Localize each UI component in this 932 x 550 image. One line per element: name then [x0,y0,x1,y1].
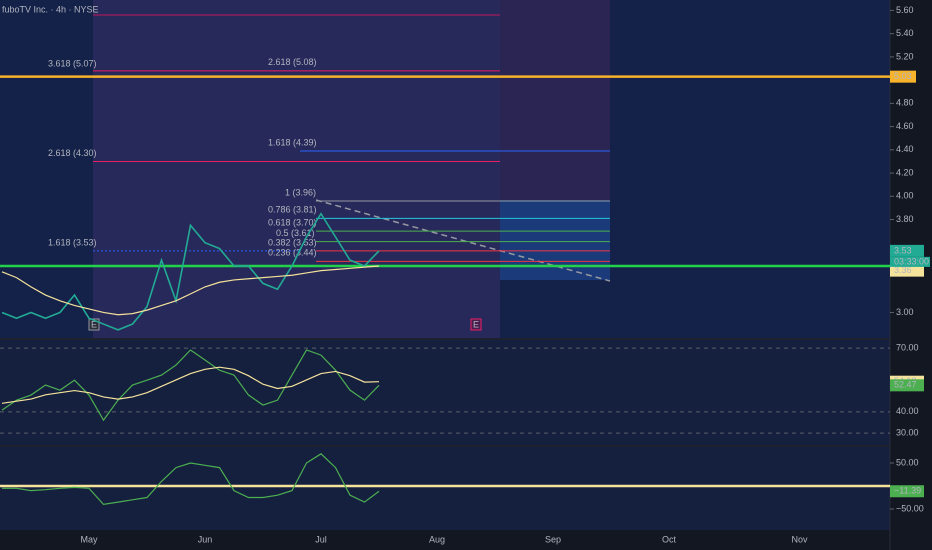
y-tick-label: 4.20 [896,167,914,177]
series-line [1,349,380,422]
projection-zone [500,0,610,200]
projection-zone [500,200,610,280]
countdown-label: 03:33:00 [894,256,929,266]
x-tick-label: Sep [545,534,561,544]
level-badge [890,70,916,83]
countdown-badge [890,256,930,267]
x-tick-label: Jun [198,534,213,544]
event-marker [88,318,100,331]
x-tick-label: Jul [315,534,327,544]
x-tick-label: Oct [662,534,677,544]
y-tick-label: 4.80 [896,98,914,108]
price-badge [890,485,924,498]
y-tick-label: 40.00 [896,406,919,416]
fib-label: 1.618 (4.39) [268,137,317,147]
fib-label: 0.786 (3.81) [268,205,317,215]
fib-label: 1 (3.96) [285,187,316,197]
y-tick-label: 4.60 [896,121,914,131]
y-tick-label: 30.00 [896,427,919,437]
y-tick-label: 70.00 [896,342,919,352]
price-label: 3.53 [894,245,912,255]
price-label: 3.36 [894,265,912,275]
price-label: −11.39 [894,486,921,496]
event-marker [470,318,482,331]
price-badge [890,379,924,392]
series-line [1,212,380,331]
event-marker-label: E [91,319,97,329]
fib-label: 0.5 (3.61) [276,228,315,238]
y-tick-label: 5.40 [896,28,914,38]
fib-label: 1.618 (3.53) [48,237,97,247]
fib-label: 0.236 (3.44) [268,248,317,258]
y-tick-label: 5.60 [896,5,914,15]
fib-label: 0.382 (3.53) [268,237,317,247]
series-line [1,366,380,404]
fib-label: 0.618 (3.70) [268,218,317,228]
x-tick-label: May [80,534,98,544]
y-tick-label: 5.20 [896,51,914,61]
y-tick-label: 4.00 [896,191,914,201]
price-badge [890,244,924,257]
fib-label: 2.618 (4.30) [48,148,97,158]
series-line [1,265,380,316]
oscillator-pane [0,447,890,530]
chart-title: fuboTV Inc. · 4h · NYSE [2,4,99,14]
y-tick-label: −50.00 [896,503,924,513]
price-label: 52.47 [894,380,917,390]
series-line [2,453,380,506]
fib-label: 2.618 (5.08) [268,57,317,67]
rsi-pane [0,340,890,445]
fib-label: 3.618 (5.07) [48,58,97,68]
level-label: 5.03 [894,71,912,81]
y-tick-label: 3.00 [896,307,914,317]
y-tick-label: 4.40 [896,144,914,154]
x-tick-label: Aug [429,534,445,544]
y-tick-label: 3.80 [896,214,914,224]
trend-line [315,199,611,282]
projection-zone [93,0,500,338]
price-badge [890,264,924,277]
x-tick-label: Nov [791,534,808,544]
y-tick-label: 50.00 [896,457,919,467]
event-marker-label: E [473,319,479,329]
